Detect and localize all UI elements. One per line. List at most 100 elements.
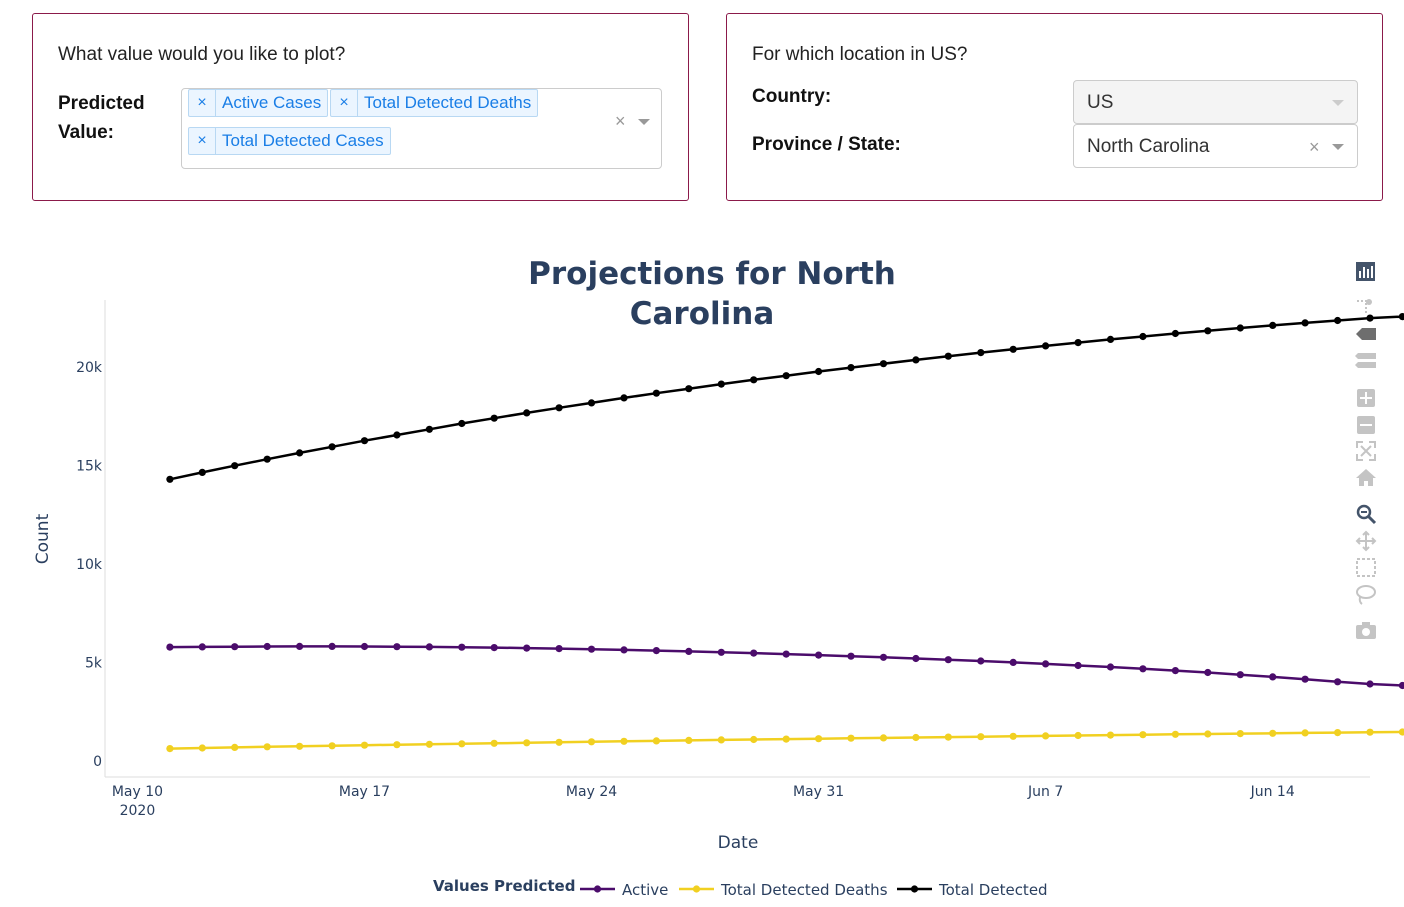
box-select-icon[interactable] [1356,558,1376,577]
x-tick-label: May 31 [793,784,844,800]
x-tick-label: Jun 7 [1027,784,1063,800]
data-point [1106,731,1115,739]
data-point [1269,321,1277,329]
data-point [1366,680,1374,688]
predicted-label-line2: Value: [58,122,114,143]
data-point [879,734,888,742]
data-point [620,646,628,654]
chart-title-line2: Carolina [630,296,775,332]
plot-question: What value would you like to plot? [58,44,346,65]
data-point [587,399,596,407]
y-axis-title: Count [33,513,53,564]
data-point [815,735,823,743]
chevron-down-icon[interactable] [638,119,650,125]
series-active [166,642,1404,690]
data-point [1171,667,1179,675]
remove-tag-icon[interactable]: × [189,128,216,154]
data-point [328,742,336,750]
data-point [1398,313,1404,321]
location-card: For which location in US? Country: US Pr… [726,13,1383,201]
pan-icon[interactable] [1355,530,1377,552]
hover-closest-icon[interactable] [1356,328,1376,340]
data-point [1204,327,1212,335]
data-point [1301,729,1309,737]
y-tick-label: 20k [76,360,103,376]
autoscale-icon[interactable] [1356,441,1376,461]
tag-label: Active Cases [222,93,322,112]
state-value: North Carolina [1087,136,1210,157]
data-point [750,376,758,384]
data-point [912,654,920,663]
data-point [1106,335,1115,343]
data-point [490,644,498,652]
spike-lines-icon[interactable] [1357,299,1372,314]
chevron-down-icon[interactable] [1332,144,1344,150]
data-point [1301,675,1309,683]
tag-total-detected-deaths: × Total Detected Deaths [330,89,539,117]
reset-axes-icon[interactable] [1356,469,1376,486]
y-tick-labels: 0 5k 10k 15k 20k [76,360,103,770]
data-point [523,409,531,417]
data-point [879,360,888,368]
data-point [587,738,596,746]
series-total-detected [166,313,1404,483]
data-point [847,364,855,372]
state-dropdown[interactable]: North Carolina × [1073,124,1358,168]
data-point [1398,728,1404,736]
data-point [425,643,433,651]
data-point [360,642,369,651]
data-point [263,642,271,651]
zoom-icon[interactable] [1356,504,1377,525]
data-point [296,642,304,651]
predicted-label-line1: Predicted [58,93,145,114]
data-point [296,742,304,750]
data-point [1042,732,1050,740]
legend-entry: Active [622,881,668,899]
x-tick-year-label: 2020 [120,803,156,819]
data-point [1042,660,1050,668]
data-point [458,643,466,651]
data-point [1236,671,1244,679]
data-point [1106,663,1115,671]
data-point [263,743,271,751]
lasso-select-icon[interactable] [1356,585,1376,605]
tag-active-cases: × Active Cases [188,89,329,117]
clear-all-icon[interactable]: × [615,111,626,131]
plot-value-card: What value would you like to plot? Predi… [32,13,689,201]
data-point [717,648,725,656]
zoom-out-icon[interactable] [1357,416,1375,434]
data-point [1204,730,1212,738]
data-point [652,737,661,745]
zoom-in-icon[interactable] [1357,389,1375,407]
country-label: Country: [752,86,832,107]
data-point [1074,661,1082,670]
data-point [685,736,693,745]
data-point [458,419,466,428]
data-point [166,745,174,753]
legend-entry: Total Detected [938,881,1048,899]
camera-icon[interactable] [1356,622,1376,639]
bar-chart-icon[interactable] [1356,262,1375,281]
legend-swatch-marker [692,885,701,893]
predicted-value-multiselect[interactable]: × Active Cases × Total Detected Deaths ×… [181,88,662,169]
data-point [360,437,369,445]
remove-tag-icon[interactable]: × [189,90,216,116]
data-point [782,372,790,380]
chevron-down-icon[interactable] [1332,100,1344,106]
data-point [1171,329,1179,338]
hover-compare-icon[interactable] [1355,353,1376,368]
y-tick-label: 5k [85,656,103,672]
x-tick-label: May 24 [566,784,617,800]
data-point [231,743,239,752]
data-point [750,735,758,744]
data-point [1009,658,1017,667]
data-point [393,741,401,749]
data-point [1269,673,1277,681]
clear-icon[interactable]: × [1309,137,1320,157]
country-dropdown[interactable]: US [1073,80,1358,124]
remove-tag-icon[interactable]: × [331,90,358,116]
data-point [393,431,401,439]
data-point [847,652,855,660]
y-tick-label: 15k [76,459,103,475]
